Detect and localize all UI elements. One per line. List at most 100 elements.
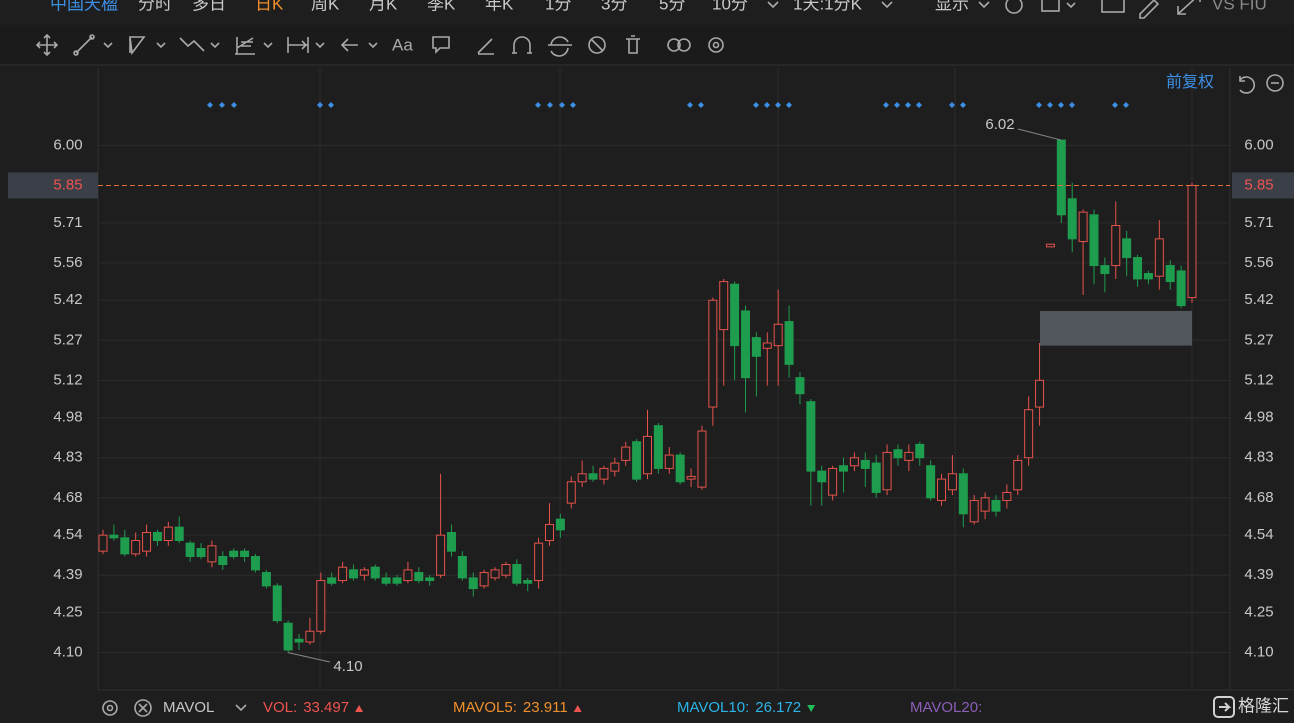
collapse-icon[interactable] [1266,74,1284,92]
fib-tool[interactable] [235,37,255,55]
event-marker[interactable] [786,102,792,108]
period-tab[interactable]: 分时 [138,0,172,13]
period-tab[interactable]: 月K [369,0,398,13]
period-tab[interactable]: 日K [255,0,284,13]
event-marker[interactable] [1036,102,1042,108]
wave-tool[interactable] [179,37,205,52]
lock-tool[interactable] [548,36,572,57]
candle-body [566,481,576,504]
event-marker[interactable] [207,102,213,108]
candle-body [1111,225,1121,267]
compare[interactable]: VS FIU [1212,0,1267,13]
event-marker[interactable] [231,102,237,108]
y-tick-label: 4.25 [53,604,82,621]
period-tab[interactable]: 5分 [659,0,685,13]
adjust-mode[interactable]: 前复权 [1166,73,1214,91]
event-marker[interactable] [1058,102,1064,108]
layout-icon[interactable] [1041,0,1060,12]
draw-icon[interactable] [1139,0,1160,19]
candle-body [436,534,446,576]
dropdown[interactable] [210,42,220,49]
dropdown[interactable] [978,1,990,9]
settings-tool[interactable] [708,37,724,53]
event-marker[interactable] [547,102,553,108]
dropdown[interactable] [881,1,893,9]
dropdown[interactable] [1066,2,1076,9]
period-tab[interactable]: 季K [427,0,456,13]
dropdown[interactable] [156,42,166,49]
dropdown[interactable] [767,1,779,9]
event-marker[interactable] [328,102,334,108]
event-marker[interactable] [764,102,770,108]
period-tab[interactable]: 年K [485,0,514,13]
y2-tick-label: 5.27 [1244,331,1273,348]
magnet-tool[interactable] [512,36,532,54]
event-marker[interactable] [219,102,225,108]
settings-icon[interactable] [1005,0,1023,14]
fullscreen-icon[interactable] [1177,0,1201,15]
indicator-dropdown[interactable] [235,704,247,712]
candle-body [523,580,533,584]
period-tab[interactable]: 10分 [712,0,748,13]
dropdown[interactable] [368,42,378,49]
indicator-name[interactable]: MAVOL [163,699,214,716]
period-tab[interactable]: 周K [311,0,340,13]
period-tab[interactable]: 3分 [601,0,627,13]
display-menu[interactable]: 显示 [935,0,969,13]
candle-body [675,454,685,483]
line-tool[interactable] [75,36,93,54]
event-marker[interactable] [698,102,704,108]
event-marker[interactable] [559,102,565,108]
candle-body [196,548,206,558]
event-marker[interactable] [1047,102,1053,108]
dropdown[interactable] [103,42,113,49]
y2-tick-label: 4.68 [1244,489,1273,506]
event-marker[interactable] [570,102,576,108]
indicator-close[interactable] [134,699,152,717]
event-marker[interactable] [1123,102,1129,108]
candle-body [610,462,620,472]
y2-tick-label: 4.54 [1244,526,1273,543]
period-select[interactable]: 1天:1分K [793,0,863,13]
delete-tool[interactable] [626,35,640,54]
move-tool[interactable] [35,33,59,57]
dropdown[interactable] [263,42,273,49]
channel-tool[interactable] [129,36,146,56]
period-tab[interactable]: 1分 [545,0,571,13]
indicator-settings[interactable] [102,700,118,716]
event-marker[interactable] [1112,102,1118,108]
hide-tool[interactable] [588,36,606,54]
event-marker[interactable] [883,102,889,108]
text-tool[interactable]: Aa [392,35,413,54]
camera-icon[interactable] [1101,0,1125,13]
event-marker[interactable] [960,102,966,108]
event-marker[interactable] [894,102,900,108]
y2-tick-label: 4.39 [1244,566,1273,583]
tool-icons [35,33,724,57]
event-marker[interactable] [949,102,955,108]
candle-body [643,435,652,475]
event-marker[interactable] [687,102,693,108]
period-tab[interactable]: 多日 [192,0,226,13]
y-tick-label: 4.39 [53,566,82,583]
event-marker[interactable] [905,102,911,108]
trend-arrow [573,705,582,712]
candle-body [762,342,772,349]
event-marker[interactable] [753,102,759,108]
measure-tool[interactable] [287,37,309,53]
event-marker[interactable] [317,102,323,108]
candle-body [555,518,565,531]
event-marker[interactable] [535,102,541,108]
arrow-tool[interactable] [340,38,358,52]
note-tool[interactable] [432,36,450,54]
candle-body [327,577,337,584]
overlay-tool[interactable] [667,38,681,52]
dropdown[interactable] [315,42,325,49]
event-marker[interactable] [916,102,922,108]
event-marker[interactable] [1069,102,1075,108]
symbol[interactable]: 中国天楹 [50,0,118,13]
event-marker[interactable] [775,102,781,108]
pen-tool[interactable] [477,38,494,55]
reset-icon[interactable] [1239,76,1255,94]
